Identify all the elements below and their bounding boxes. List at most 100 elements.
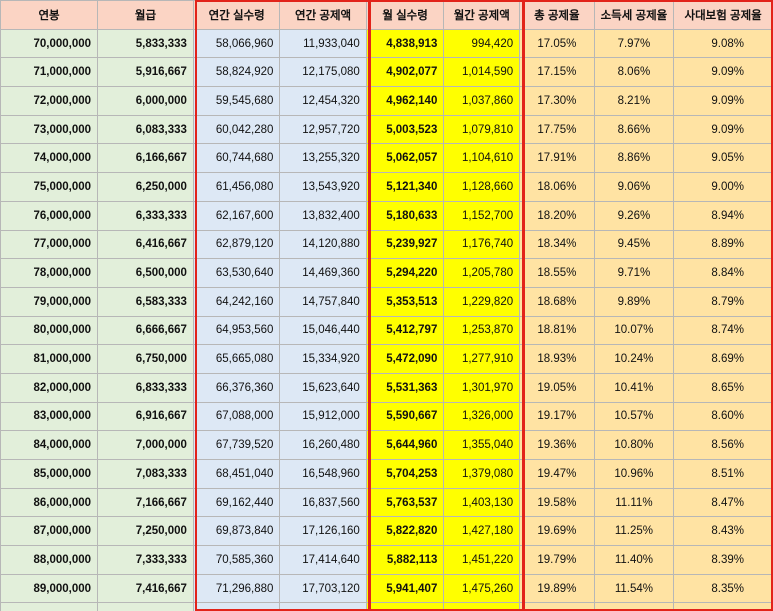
cell-monthly-deduction[interactable]: 1,253,870 xyxy=(443,315,521,346)
cell-annual-deduction[interactable]: 14,757,840 xyxy=(279,286,367,317)
cell-total-deduction-rate[interactable]: 17.05% xyxy=(519,28,595,59)
cell-income-tax-rate[interactable]: 8.06% xyxy=(593,57,675,88)
cell-annual-net[interactable]: 69,162,440 xyxy=(192,487,281,518)
cell-annual-salary[interactable]: 76,000,000 xyxy=(0,200,99,231)
cell-social-insurance-rate[interactable]: 9.09% xyxy=(673,86,773,116)
cell-income-tax-rate[interactable]: 9.06% xyxy=(593,172,675,202)
cell-annual-net[interactable]: 69,873,840 xyxy=(192,516,281,547)
cell-annual-deduction[interactable]: 13,255,320 xyxy=(279,143,367,174)
cell-monthly-deduction[interactable]: 1,152,700 xyxy=(443,200,521,231)
cell-annual-deduction[interactable]: 13,543,920 xyxy=(279,172,367,202)
cell-annual-net[interactable]: 64,953,560 xyxy=(192,315,281,346)
cell-income-tax-rate[interactable]: 10.07% xyxy=(593,315,675,346)
cell-social-insurance-rate[interactable]: 8.47% xyxy=(673,487,773,518)
cell-monthly-salary[interactable]: 6,166,667 xyxy=(97,143,194,174)
cell-monthly-salary[interactable]: 7,333,333 xyxy=(97,545,194,575)
cell-annual-salary[interactable]: 81,000,000 xyxy=(0,344,99,374)
cell-total-deduction-rate[interactable]: 17.15% xyxy=(519,57,595,88)
cell-annual-net[interactable]: 62,167,600 xyxy=(192,200,281,231)
cell-annual-net[interactable]: 66,376,360 xyxy=(192,372,281,403)
cell-total-deduction-rate[interactable]: 18.34% xyxy=(519,229,595,260)
cell-monthly-net[interactable]: 5,995,700 xyxy=(365,602,445,611)
cell-annual-net[interactable]: 60,042,280 xyxy=(192,114,281,145)
cell-monthly-deduction[interactable]: 1,301,970 xyxy=(443,372,521,403)
cell-social-insurance-rate[interactable]: 9.00% xyxy=(673,172,773,202)
cell-total-deduction-rate[interactable]: 18.93% xyxy=(519,344,595,374)
cell-monthly-deduction[interactable]: 1,014,590 xyxy=(443,57,521,88)
cell-social-insurance-rate[interactable]: 9.08% xyxy=(673,28,773,59)
cell-monthly-salary[interactable]: 5,916,667 xyxy=(97,57,194,88)
cell-income-tax-rate[interactable]: 10.80% xyxy=(593,430,675,460)
cell-annual-salary[interactable]: 79,000,000 xyxy=(0,286,99,317)
cell-monthly-deduction[interactable]: 1,379,080 xyxy=(443,459,521,489)
cell-total-deduction-rate[interactable]: 19.58% xyxy=(519,487,595,518)
cell-total-deduction-rate[interactable]: 19.47% xyxy=(519,459,595,489)
header-monthly-net[interactable]: 월 실수령 xyxy=(365,0,445,30)
cell-social-insurance-rate[interactable]: 8.51% xyxy=(673,459,773,489)
cell-monthly-deduction[interactable]: 1,037,860 xyxy=(443,86,521,116)
cell-annual-salary[interactable]: 71,000,000 xyxy=(0,57,99,88)
cell-annual-salary[interactable]: 77,000,000 xyxy=(0,229,99,260)
cell-income-tax-rate[interactable]: 11.74% xyxy=(593,602,675,611)
cell-annual-deduction[interactable]: 18,051,600 xyxy=(279,602,367,611)
cell-total-deduction-rate[interactable]: 20.06% xyxy=(519,602,595,611)
cell-monthly-salary[interactable]: 6,833,333 xyxy=(97,372,194,403)
cell-annual-net[interactable]: 67,739,520 xyxy=(192,430,281,460)
header-annual-deduction[interactable]: 연간 공제액 xyxy=(279,0,367,30)
cell-annual-deduction[interactable]: 13,832,400 xyxy=(279,200,367,231)
cell-annual-net[interactable]: 58,824,920 xyxy=(192,57,281,88)
cell-monthly-deduction[interactable]: 1,403,130 xyxy=(443,487,521,518)
cell-annual-deduction[interactable]: 11,933,040 xyxy=(279,28,367,59)
cell-income-tax-rate[interactable]: 11.11% xyxy=(593,487,675,518)
cell-annual-net[interactable]: 71,948,400 xyxy=(192,602,281,611)
cell-total-deduction-rate[interactable]: 19.05% xyxy=(519,372,595,403)
cell-annual-deduction[interactable]: 17,414,640 xyxy=(279,545,367,575)
cell-monthly-deduction[interactable]: 1,277,910 xyxy=(443,344,521,374)
cell-annual-deduction[interactable]: 12,175,080 xyxy=(279,57,367,88)
cell-monthly-net[interactable]: 4,962,140 xyxy=(365,86,445,116)
header-annual-net[interactable]: 연간 실수령 xyxy=(192,0,281,30)
cell-monthly-salary[interactable]: 6,250,000 xyxy=(97,172,194,202)
header-total-deduction-rate[interactable]: 총 공제율 xyxy=(519,0,595,30)
cell-total-deduction-rate[interactable]: 19.79% xyxy=(519,545,595,575)
cell-annual-salary[interactable]: 80,000,000 xyxy=(0,315,99,346)
cell-monthly-salary[interactable]: 5,833,333 xyxy=(97,28,194,59)
cell-social-insurance-rate[interactable]: 9.05% xyxy=(673,143,773,174)
cell-income-tax-rate[interactable]: 11.25% xyxy=(593,516,675,547)
cell-annual-salary[interactable]: 89,000,000 xyxy=(0,573,99,604)
cell-income-tax-rate[interactable]: 10.57% xyxy=(593,401,675,432)
cell-monthly-net[interactable]: 4,902,077 xyxy=(365,57,445,88)
cell-social-insurance-rate[interactable]: 9.09% xyxy=(673,114,773,145)
cell-total-deduction-rate[interactable]: 18.20% xyxy=(519,200,595,231)
cell-annual-deduction[interactable]: 17,703,120 xyxy=(279,573,367,604)
cell-annual-salary[interactable]: 90,000,000 xyxy=(0,602,99,611)
cell-annual-net[interactable]: 61,456,080 xyxy=(192,172,281,202)
cell-income-tax-rate[interactable]: 9.45% xyxy=(593,229,675,260)
cell-annual-salary[interactable]: 78,000,000 xyxy=(0,258,99,288)
cell-income-tax-rate[interactable]: 10.41% xyxy=(593,372,675,403)
cell-total-deduction-rate[interactable]: 18.55% xyxy=(519,258,595,288)
cell-monthly-salary[interactable]: 6,666,667 xyxy=(97,315,194,346)
cell-income-tax-rate[interactable]: 11.54% xyxy=(593,573,675,604)
header-income-tax-rate[interactable]: 소득세 공제율 xyxy=(593,0,675,30)
cell-annual-net[interactable]: 62,879,120 xyxy=(192,229,281,260)
cell-monthly-deduction[interactable]: 1,355,040 xyxy=(443,430,521,460)
cell-annual-deduction[interactable]: 16,260,480 xyxy=(279,430,367,460)
cell-income-tax-rate[interactable]: 9.89% xyxy=(593,286,675,317)
cell-annual-salary[interactable]: 70,000,000 xyxy=(0,28,99,59)
cell-monthly-net[interactable]: 5,294,220 xyxy=(365,258,445,288)
cell-monthly-net[interactable]: 4,838,913 xyxy=(365,28,445,59)
cell-social-insurance-rate[interactable]: 8.43% xyxy=(673,516,773,547)
cell-monthly-salary[interactable]: 6,500,000 xyxy=(97,258,194,288)
cell-monthly-deduction[interactable]: 1,205,780 xyxy=(443,258,521,288)
cell-social-insurance-rate[interactable]: 8.79% xyxy=(673,286,773,317)
cell-annual-salary[interactable]: 87,000,000 xyxy=(0,516,99,547)
cell-income-tax-rate[interactable]: 8.66% xyxy=(593,114,675,145)
cell-monthly-net[interactable]: 5,121,340 xyxy=(365,172,445,202)
cell-annual-deduction[interactable]: 14,120,880 xyxy=(279,229,367,260)
cell-social-insurance-rate[interactable]: 8.39% xyxy=(673,545,773,575)
header-social-insurance-rate[interactable]: 사대보험 공제율 xyxy=(673,0,773,30)
cell-total-deduction-rate[interactable]: 18.68% xyxy=(519,286,595,317)
cell-annual-net[interactable]: 58,066,960 xyxy=(192,28,281,59)
cell-monthly-net[interactable]: 5,412,797 xyxy=(365,315,445,346)
